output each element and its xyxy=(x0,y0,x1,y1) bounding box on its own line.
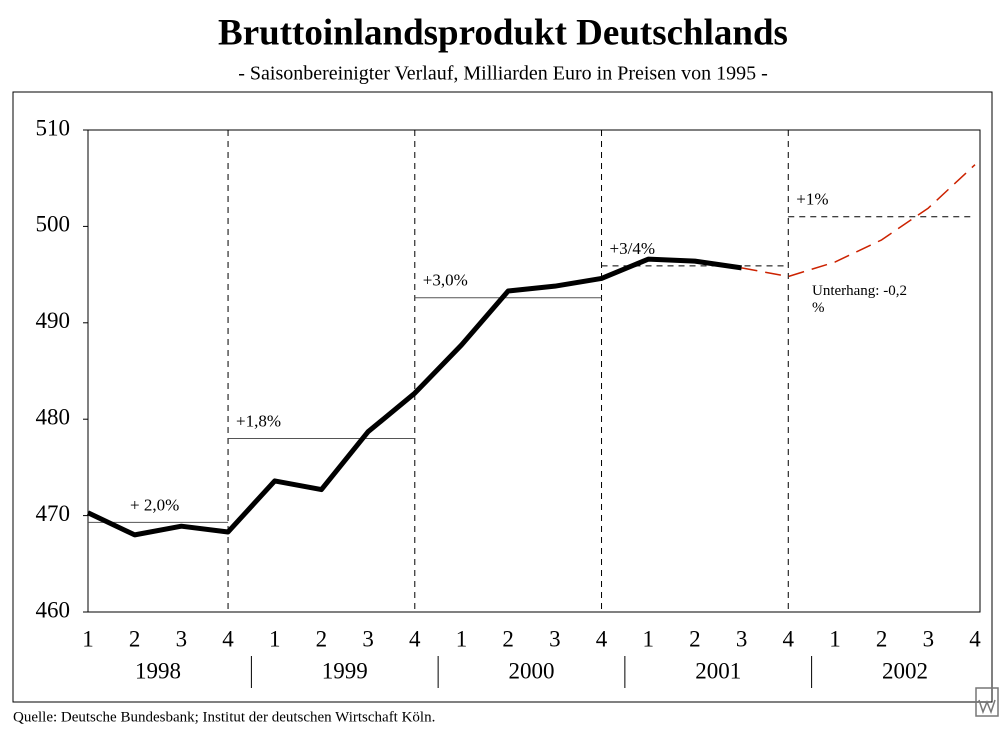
year-label: 2000 xyxy=(509,658,555,683)
x-tick-label: 1 xyxy=(642,626,654,651)
x-tick-label: 2 xyxy=(316,626,328,651)
x-tick-label: 3 xyxy=(549,626,561,651)
y-tick-label: 500 xyxy=(36,212,71,237)
x-tick-label: 4 xyxy=(409,626,421,651)
year-average-label: + 2,0% xyxy=(130,495,179,514)
plot-area xyxy=(87,129,981,613)
x-tick-label: 1 xyxy=(456,626,468,651)
y-tick-label: 480 xyxy=(36,404,71,429)
y-tick-label: 510 xyxy=(36,115,71,140)
x-tick-label: 2 xyxy=(876,626,888,651)
year-average-label: +1,8% xyxy=(236,411,281,430)
x-tick-label: 4 xyxy=(969,626,981,651)
x-tick-label: 4 xyxy=(783,626,795,651)
x-tick-label: 4 xyxy=(222,626,234,651)
y-tick-label: 460 xyxy=(36,597,71,622)
logo-w xyxy=(978,699,996,715)
logo-box xyxy=(975,687,999,717)
x-tick-label: 1 xyxy=(269,626,281,651)
chart-subtitle: - Saisonbereinigter Verlauf, Milliarden … xyxy=(238,63,768,85)
year-average-label: +3,0% xyxy=(423,271,468,290)
x-tick-label: 3 xyxy=(176,626,188,651)
year-average-label: +3/4% xyxy=(610,239,655,258)
x-tick-label: 1 xyxy=(82,626,94,651)
chart-title: Bruttoinlandsprodukt Deutschlands xyxy=(218,12,788,53)
y-tick-label: 470 xyxy=(36,501,71,526)
note: Unterhang: -0,2 % xyxy=(812,283,907,316)
x-tick-label: 2 xyxy=(129,626,141,651)
x-tick-label: 4 xyxy=(596,626,608,651)
frame xyxy=(12,91,993,703)
logo xyxy=(975,687,999,717)
x-tick-label: 3 xyxy=(736,626,748,651)
source: Quelle: Deutsche Bundesbank; Institut de… xyxy=(13,709,435,725)
note-box: Unterhang: -0,2 % xyxy=(812,283,907,316)
series-line xyxy=(86,256,742,538)
year-label: 1999 xyxy=(322,658,368,683)
series-line xyxy=(741,164,976,278)
year-label: 2002 xyxy=(882,658,928,683)
x-tick-label: 1 xyxy=(829,626,841,651)
x-tick-label: 2 xyxy=(689,626,701,651)
year-label: 2001 xyxy=(695,658,741,683)
x-tick-label: 2 xyxy=(502,626,514,651)
y-tick-label: 490 xyxy=(36,308,71,333)
year-label: 1998 xyxy=(135,658,181,683)
year-average-label: +1% xyxy=(796,190,828,209)
x-tick-label: 3 xyxy=(923,626,935,651)
x-tick-label: 3 xyxy=(362,626,374,651)
